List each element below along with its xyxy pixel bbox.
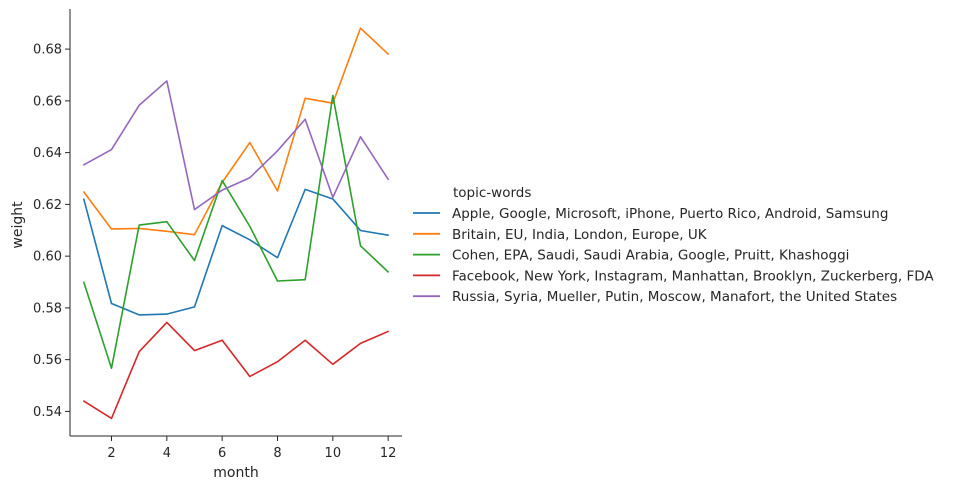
x-tick-label: 4 (163, 446, 171, 461)
plot-area (83, 27, 389, 420)
x-tick-label: 6 (218, 446, 226, 461)
x-tick-label: 12 (380, 446, 397, 461)
y-tick-label: 0.60 (33, 250, 62, 265)
y-tick-label: 0.64 (33, 146, 62, 161)
legend: topic-words Apple, Google, Microsoft, iP… (413, 185, 934, 305)
x-axis-label: month (213, 465, 258, 481)
x-tick-label: 10 (325, 446, 342, 461)
y-axis-label: weight (10, 201, 26, 249)
x-tick-label: 2 (107, 446, 115, 461)
legend-label-3: Facebook, New York, Instagram, Manhattan… (452, 268, 934, 284)
series-line-1 (83, 27, 389, 236)
legend-label-2: Cohen, EPA, Saudi, Saudi Arabia, Google,… (452, 248, 849, 264)
legend-label-4: Russia, Syria, Mueller, Putin, Moscow, M… (452, 289, 897, 305)
axes (69, 9, 402, 437)
y-ticks: 0.54 0.56 0.58 0.60 0.62 0.64 0.66 0.68 (33, 43, 70, 420)
legend-label-0: Apple, Google, Microsoft, iPhone, Puerto… (452, 206, 888, 222)
x-ticks: 2 4 6 8 10 12 (107, 436, 396, 461)
y-tick-label: 0.62 (33, 198, 62, 213)
legend-title: topic-words (453, 185, 531, 201)
legend-label-1: Britain, EU, India, London, Europe, UK (452, 227, 708, 243)
y-tick-label: 0.56 (33, 353, 62, 368)
series-line-0 (83, 188, 389, 316)
series-line-2 (83, 94, 389, 370)
y-tick-label: 0.68 (33, 43, 62, 58)
series-line-4 (83, 80, 389, 211)
x-tick-label: 8 (273, 446, 281, 461)
y-tick-label: 0.54 (33, 405, 62, 420)
series-line-3 (83, 321, 389, 420)
y-tick-label: 0.58 (33, 301, 62, 316)
y-tick-label: 0.66 (33, 94, 62, 109)
